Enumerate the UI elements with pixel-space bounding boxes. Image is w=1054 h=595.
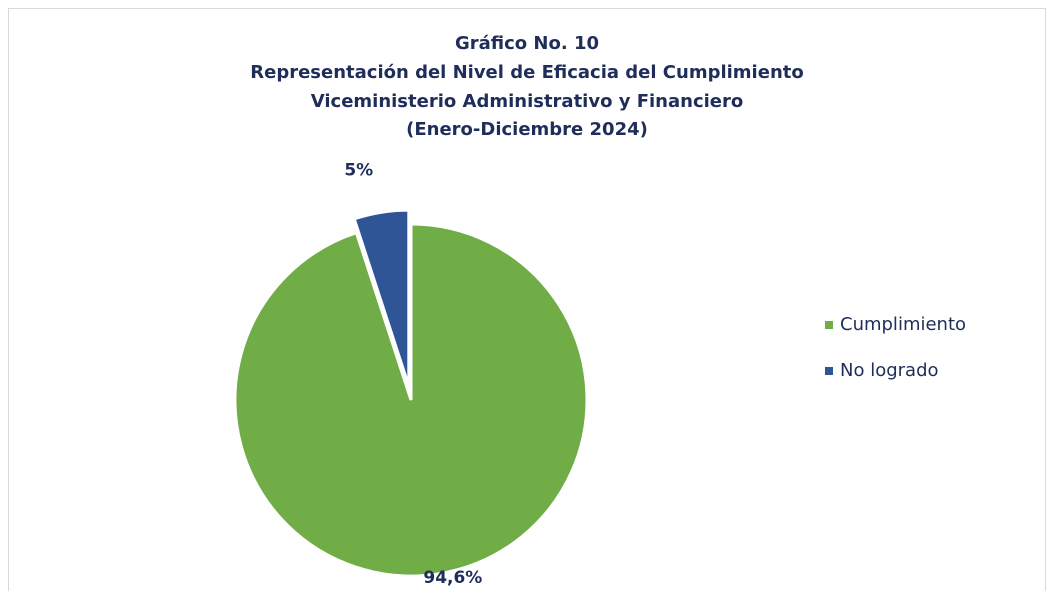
chart-title: (Enero-Diciembre 2024): [406, 119, 648, 140]
legend-swatch: [825, 321, 833, 329]
legend-swatch: [825, 367, 833, 375]
pie-slice: [352, 208, 411, 387]
data-label: 94,6%: [423, 568, 482, 588]
data-label: 5%: [344, 161, 373, 181]
legend-label: Cumplimiento: [840, 314, 966, 335]
chart-title: Gráfico No. 10: [455, 33, 599, 54]
chart-title: Viceministerio Administrativo y Financie…: [311, 91, 744, 112]
legend-label: No logrado: [840, 360, 939, 381]
pie-slice: [233, 222, 589, 578]
chart-title: Representación del Nivel de Eficacia del…: [250, 62, 803, 83]
